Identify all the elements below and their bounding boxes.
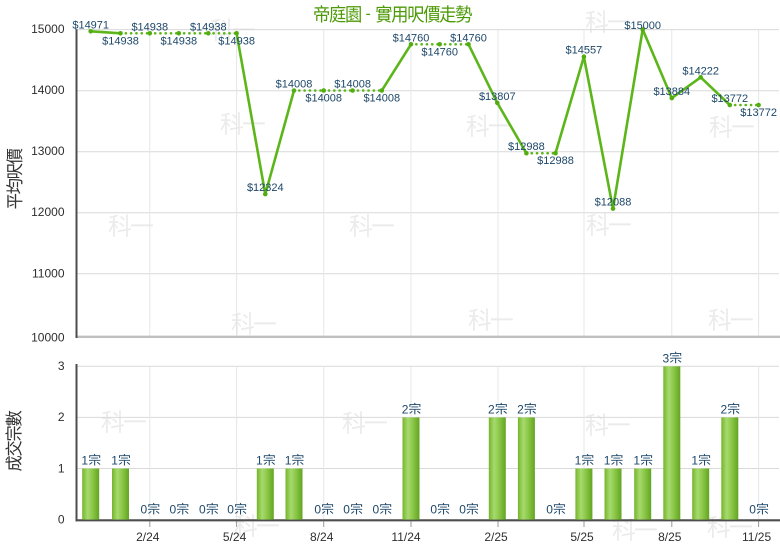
svg-text:2: 2 [517, 402, 524, 416]
svg-text:14000: 14000 [31, 83, 65, 97]
svg-text:10000: 10000 [31, 330, 65, 344]
svg-text:$14938: $14938 [160, 35, 197, 47]
svg-text:$14008: $14008 [363, 93, 400, 105]
svg-text:$14938: $14938 [218, 35, 255, 47]
svg-text:$12988: $12988 [508, 141, 545, 153]
svg-text:$14008: $14008 [276, 79, 313, 91]
svg-text:$14008: $14008 [305, 93, 342, 105]
svg-text:$12988: $12988 [537, 155, 574, 167]
svg-text:$14760: $14760 [450, 32, 487, 44]
svg-text:3: 3 [663, 351, 670, 365]
svg-text:1: 1 [575, 454, 582, 468]
svg-text:0: 0 [343, 503, 350, 517]
svg-text:11000: 11000 [32, 266, 65, 280]
svg-text:0: 0 [430, 503, 437, 517]
svg-text:1: 1 [256, 454, 263, 468]
svg-text:2: 2 [402, 402, 409, 416]
svg-text:11/24: 11/24 [391, 530, 420, 544]
svg-text:0: 0 [749, 503, 756, 517]
svg-text:1: 1 [691, 454, 698, 468]
svg-text:0: 0 [546, 503, 553, 517]
svg-text:2/24: 2/24 [136, 530, 160, 544]
svg-text:$14557: $14557 [566, 45, 603, 57]
svg-text:0: 0 [227, 503, 234, 517]
svg-text:0: 0 [170, 503, 177, 517]
svg-text:$14760: $14760 [393, 32, 430, 44]
svg-text:0: 0 [141, 503, 148, 517]
svg-text:-: - [361, 6, 375, 23]
svg-text:$14938: $14938 [131, 21, 168, 33]
svg-text:5/25: 5/25 [570, 530, 594, 544]
svg-text:12000: 12000 [31, 205, 65, 219]
svg-text:8/24: 8/24 [310, 530, 334, 544]
svg-text:2: 2 [488, 402, 495, 416]
svg-text:$15000: $15000 [624, 20, 661, 32]
svg-text:1: 1 [111, 454, 118, 468]
svg-text:$13772: $13772 [711, 93, 748, 105]
svg-text:0: 0 [199, 503, 206, 517]
svg-text:$13807: $13807 [479, 91, 516, 103]
svg-text:2: 2 [721, 402, 728, 416]
svg-text:$14222: $14222 [682, 65, 719, 77]
svg-text:5/24: 5/24 [223, 530, 247, 544]
svg-text:0: 0 [314, 503, 321, 517]
svg-text:11/25: 11/25 [742, 530, 771, 544]
svg-text:1: 1 [58, 461, 65, 475]
svg-text:8/25: 8/25 [658, 530, 682, 544]
svg-text:2/25: 2/25 [484, 530, 508, 544]
svg-text:1: 1 [604, 454, 611, 468]
svg-text:0: 0 [58, 512, 65, 526]
svg-text:$14008: $14008 [334, 79, 371, 91]
svg-text:3: 3 [58, 359, 65, 373]
svg-text:$13772: $13772 [740, 107, 777, 119]
svg-text:0: 0 [373, 503, 380, 517]
svg-text:2: 2 [58, 410, 65, 424]
svg-text:$14971: $14971 [72, 19, 109, 31]
svg-text:1: 1 [81, 454, 88, 468]
svg-text:$14938: $14938 [102, 35, 139, 47]
svg-text:$12088: $12088 [595, 197, 632, 209]
svg-text:1: 1 [633, 454, 640, 468]
svg-text:$14938: $14938 [190, 21, 227, 33]
svg-text:13000: 13000 [31, 144, 65, 158]
svg-text:1: 1 [285, 454, 292, 468]
svg-text:$12324: $12324 [247, 182, 284, 194]
svg-text:15000: 15000 [31, 22, 65, 36]
svg-text:0: 0 [459, 503, 466, 517]
svg-text:$14760: $14760 [421, 46, 458, 58]
svg-text:$13884: $13884 [653, 86, 690, 98]
